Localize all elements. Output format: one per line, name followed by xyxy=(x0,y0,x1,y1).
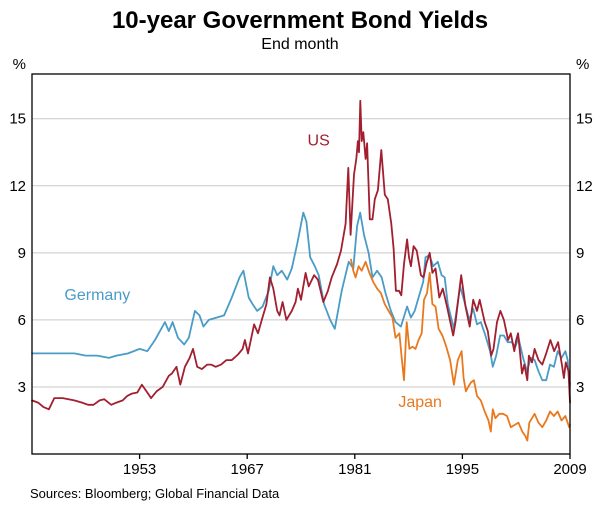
series-label-germany: Germany xyxy=(64,287,130,304)
series-line-japan xyxy=(350,258,571,442)
y-unit-right: % xyxy=(576,56,589,73)
y-tick-label-left-9: 9 xyxy=(18,245,26,262)
x-tick-label-2009: 2009 xyxy=(553,461,586,478)
y-tick-label-left-6: 6 xyxy=(18,312,26,329)
y-tick-label-right-12: 12 xyxy=(576,178,593,195)
series-label-us: US xyxy=(308,133,330,150)
series-line-us xyxy=(31,99,571,411)
sources-note: Sources: Bloomberg; Global Financial Dat… xyxy=(30,486,280,501)
y-tick-label-right-9: 9 xyxy=(576,245,584,262)
series-line-germany xyxy=(31,211,571,390)
y-tick-label-right-15: 15 xyxy=(576,111,593,128)
plot-frame xyxy=(31,73,571,455)
x-tick-label-1981: 1981 xyxy=(338,461,371,478)
chart-subtitle: End month xyxy=(261,36,339,53)
x-tick-label-1967: 1967 xyxy=(231,461,264,478)
plot-area: 1953 1967 1981 1995 2009 3 3 6 6 9 9 12 12 15 15% % Germ… xyxy=(9,56,593,478)
y-tick-label-right-3: 3 xyxy=(576,379,584,396)
y-tick-label-left-3: 3 xyxy=(18,379,26,396)
chart-title: 10-year Government Bond Yields xyxy=(111,7,489,34)
y-tick-label-right-6: 6 xyxy=(576,312,584,329)
x-tick-label-1953: 1953 xyxy=(123,461,156,478)
x-tick-label-1995: 1995 xyxy=(446,461,479,478)
y-tick-label-left-15: 15 xyxy=(9,111,26,128)
series-label-japan: Japan xyxy=(398,394,442,411)
y-tick-label-left-12: 12 xyxy=(9,178,26,195)
y-unit-left: % xyxy=(13,56,26,73)
